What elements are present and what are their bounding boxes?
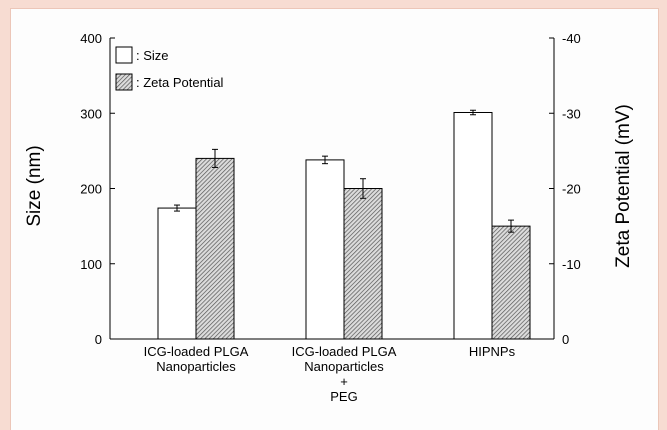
y-tick-label-right: 0 — [562, 332, 569, 347]
x-category-label: ICG-loaded PLGA Nanoparticles + PEG — [292, 344, 397, 404]
y-axis-title-right: Zeta Potential (mV) — [613, 104, 634, 268]
x-category-label-line: ICG-loaded PLGA — [292, 344, 397, 359]
bar-zeta-potential — [195, 157, 235, 340]
y-tick-label-right: -10 — [562, 257, 581, 272]
y-axis-title-left: Size (nm) — [24, 145, 45, 226]
bar-zeta-potential — [491, 225, 531, 340]
y-tick-label-left: 200 — [80, 182, 102, 197]
x-category-label-line: Nanoparticles — [156, 359, 236, 374]
y-tick-label-right: -40 — [562, 31, 581, 46]
legend-swatch-zeta — [115, 73, 133, 91]
legend-label-size: : Size — [136, 48, 169, 63]
x-category-label: HIPNPs — [469, 344, 516, 359]
y-tick-label-right: -20 — [562, 182, 581, 197]
x-category-label-line: PEG — [330, 389, 357, 404]
y-tick-label-left: 100 — [80, 257, 102, 272]
legend: : Size : Zeta Potential — [115, 46, 224, 91]
y-tick-label-left: 300 — [80, 106, 102, 121]
y-tick-label-left: 0 — [95, 332, 102, 347]
legend-swatch-size — [115, 46, 133, 64]
bar-size — [305, 159, 345, 340]
x-category-label: ICG-loaded PLGA Nanoparticles — [144, 344, 249, 374]
x-category-label-line: HIPNPs — [469, 344, 516, 359]
bar-size — [453, 111, 493, 340]
x-category-label-line: ICG-loaded PLGA — [144, 344, 249, 359]
y-tick-label-right: -30 — [562, 106, 581, 121]
bar-zeta-potential — [343, 188, 383, 340]
x-category-label-line: Nanoparticles — [304, 359, 384, 374]
x-category-label-line: + — [340, 374, 348, 389]
plot-area: 0 100 200 300 400 0 -10 -20 -30 -40 ICG-loaded PLG… — [80, 31, 581, 404]
y-tick-label-left: 400 — [80, 31, 102, 46]
bar-size — [157, 207, 197, 340]
legend-label-zeta: : Zeta Potential — [136, 75, 224, 90]
